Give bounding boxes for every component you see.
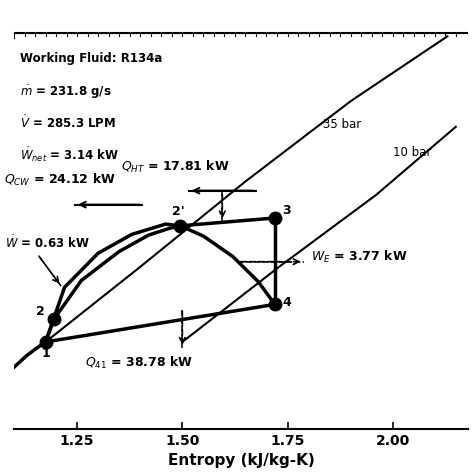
Text: $Q_{41}$ = 38.78 kW: $Q_{41}$ = 38.78 kW [85, 355, 193, 371]
Text: 4: 4 [283, 296, 291, 309]
Text: $Q_{CW}$ = 24.12 kW: $Q_{CW}$ = 24.12 kW [3, 172, 115, 188]
Text: Working Fluid: R134a: Working Fluid: R134a [20, 52, 163, 64]
Text: 2': 2' [172, 205, 184, 218]
Text: $\dot{W}$ = 0.63 kW: $\dot{W}$ = 0.63 kW [5, 235, 90, 251]
Text: 1: 1 [41, 347, 50, 360]
Text: 2: 2 [36, 305, 45, 318]
Text: $\dot{m}$ = 231.8 g/s: $\dot{m}$ = 231.8 g/s [20, 83, 112, 100]
Text: $\dot{W}_{net}$ = 3.14 kW: $\dot{W}_{net}$ = 3.14 kW [20, 146, 119, 164]
Text: $W_E$ = 3.77 kW: $W_E$ = 3.77 kW [310, 249, 407, 265]
Text: 35 bar: 35 bar [323, 118, 362, 131]
X-axis label: Entropy (kJ/kg-K): Entropy (kJ/kg-K) [168, 454, 315, 468]
Text: $Q_{HT}$ = 17.81 kW: $Q_{HT}$ = 17.81 kW [121, 159, 230, 175]
Text: $\dot{V}$ = 285.3 LPM: $\dot{V}$ = 285.3 LPM [20, 115, 117, 131]
Text: 3: 3 [283, 204, 291, 217]
Text: 10 bar: 10 bar [393, 146, 431, 159]
